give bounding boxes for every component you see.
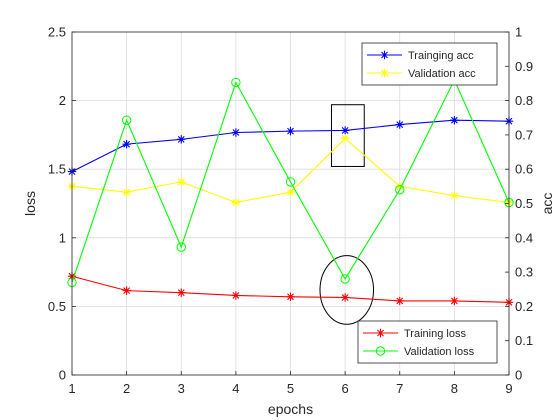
data-point-validation-loss <box>285 177 296 187</box>
annotations <box>319 104 375 325</box>
y-axis-right-label: acc <box>539 193 555 215</box>
legend-label: Validation acc <box>408 68 476 80</box>
data-point-trainging-acc <box>340 126 350 135</box>
legend-box <box>357 320 498 364</box>
x-tick-label: 3 <box>178 381 185 396</box>
data-point-validation-loss <box>395 185 405 195</box>
data-point-trainging-acc <box>122 139 131 149</box>
legend-label: Training loss <box>404 328 466 340</box>
y-right-tick-label: 0.6 <box>515 162 533 177</box>
y-left-tick-label: 0.5 <box>48 299 66 314</box>
x-tick-label: 9 <box>505 381 512 396</box>
legend-box <box>361 42 498 86</box>
data-point-validation-loss <box>340 274 350 284</box>
x-tick-label: 1 <box>68 381 75 396</box>
legends: Trainging acc Validation acc Training loss… <box>357 42 498 364</box>
data-point-training-loss <box>395 296 404 306</box>
data-point-validation-loss <box>176 242 186 252</box>
y-right-tick-label: 0.3 <box>515 265 533 280</box>
y-right-tick-label: 0.5 <box>515 196 533 211</box>
x-axis-label: epochs <box>268 401 313 417</box>
y-right-tick-label: 0.9 <box>515 59 533 74</box>
legend-label: Trainging acc <box>408 50 474 62</box>
data-point-trainging-acc <box>177 135 186 144</box>
y-axis-left-label: loss <box>22 191 38 216</box>
data-point-training-loss <box>450 296 459 306</box>
y-left-tick-label: 1 <box>59 230 66 245</box>
data-point-validation-acc <box>395 182 404 191</box>
annotation-ellipse <box>319 255 375 325</box>
data-point-validation-acc <box>286 187 295 197</box>
data-point-training-loss <box>177 288 186 297</box>
y-right-tick-label: 0.1 <box>515 333 533 348</box>
legend-top-right: Trainging acc Validation acc <box>361 42 498 86</box>
x-tick-label: 8 <box>451 381 458 396</box>
y-right-tick-label: 0 <box>515 368 522 383</box>
y-left-tick-label: 2.5 <box>48 25 66 40</box>
data-point-validation-acc <box>177 177 186 187</box>
data-point-validation-acc <box>231 198 241 207</box>
data-point-trainging-acc <box>450 115 459 125</box>
legend-label: Validation loss <box>404 346 475 358</box>
data-point-validation-acc <box>450 191 459 200</box>
data-point-trainging-acc <box>395 120 404 129</box>
y-right-tick-label: 0.7 <box>515 127 533 142</box>
data-point-validation-loss <box>121 115 132 125</box>
y-left-tick-label: 0 <box>59 368 66 383</box>
legend-swatch-marker <box>380 68 389 78</box>
ticks: 1 2 3 4 5 6 7 8 900.511.522.500.10.20.30.40.50.6… <box>48 25 533 397</box>
y-left-tick-label: 2 <box>59 93 66 108</box>
annotation-rectangle <box>330 104 365 167</box>
data-point-training-loss <box>231 291 241 300</box>
series-line-validation-loss <box>71 78 510 283</box>
legend-swatch-marker <box>376 328 385 338</box>
data-point-trainging-acc <box>286 126 295 136</box>
x-tick-label: 4 <box>232 381 239 396</box>
data-point-training-loss <box>122 286 131 295</box>
x-tick-label: 7 <box>396 381 403 396</box>
data-point-training-loss <box>340 293 350 302</box>
data-point-trainging-acc <box>231 128 241 137</box>
legend-swatch-marker <box>375 346 386 356</box>
data-point-training-loss <box>286 292 295 301</box>
data-point-validation-acc <box>340 134 350 143</box>
data-point-validation-loss <box>231 77 241 88</box>
x-tick-label: 5 <box>287 381 294 396</box>
legend-swatch-marker <box>380 50 389 60</box>
y-right-tick-label: 0.2 <box>515 299 533 314</box>
legend-bottom-right: Training loss Validation loss <box>357 320 498 364</box>
y-left-tick-label: 1.5 <box>48 162 66 177</box>
y-right-tick-label: 1 <box>515 25 522 40</box>
data-point-validation-acc <box>122 187 131 197</box>
x-tick-label: 6 <box>342 381 349 396</box>
y-right-tick-label: 0.8 <box>515 93 533 108</box>
x-tick-label: 2 <box>123 381 130 396</box>
y-right-tick-label: 0.4 <box>515 230 533 245</box>
